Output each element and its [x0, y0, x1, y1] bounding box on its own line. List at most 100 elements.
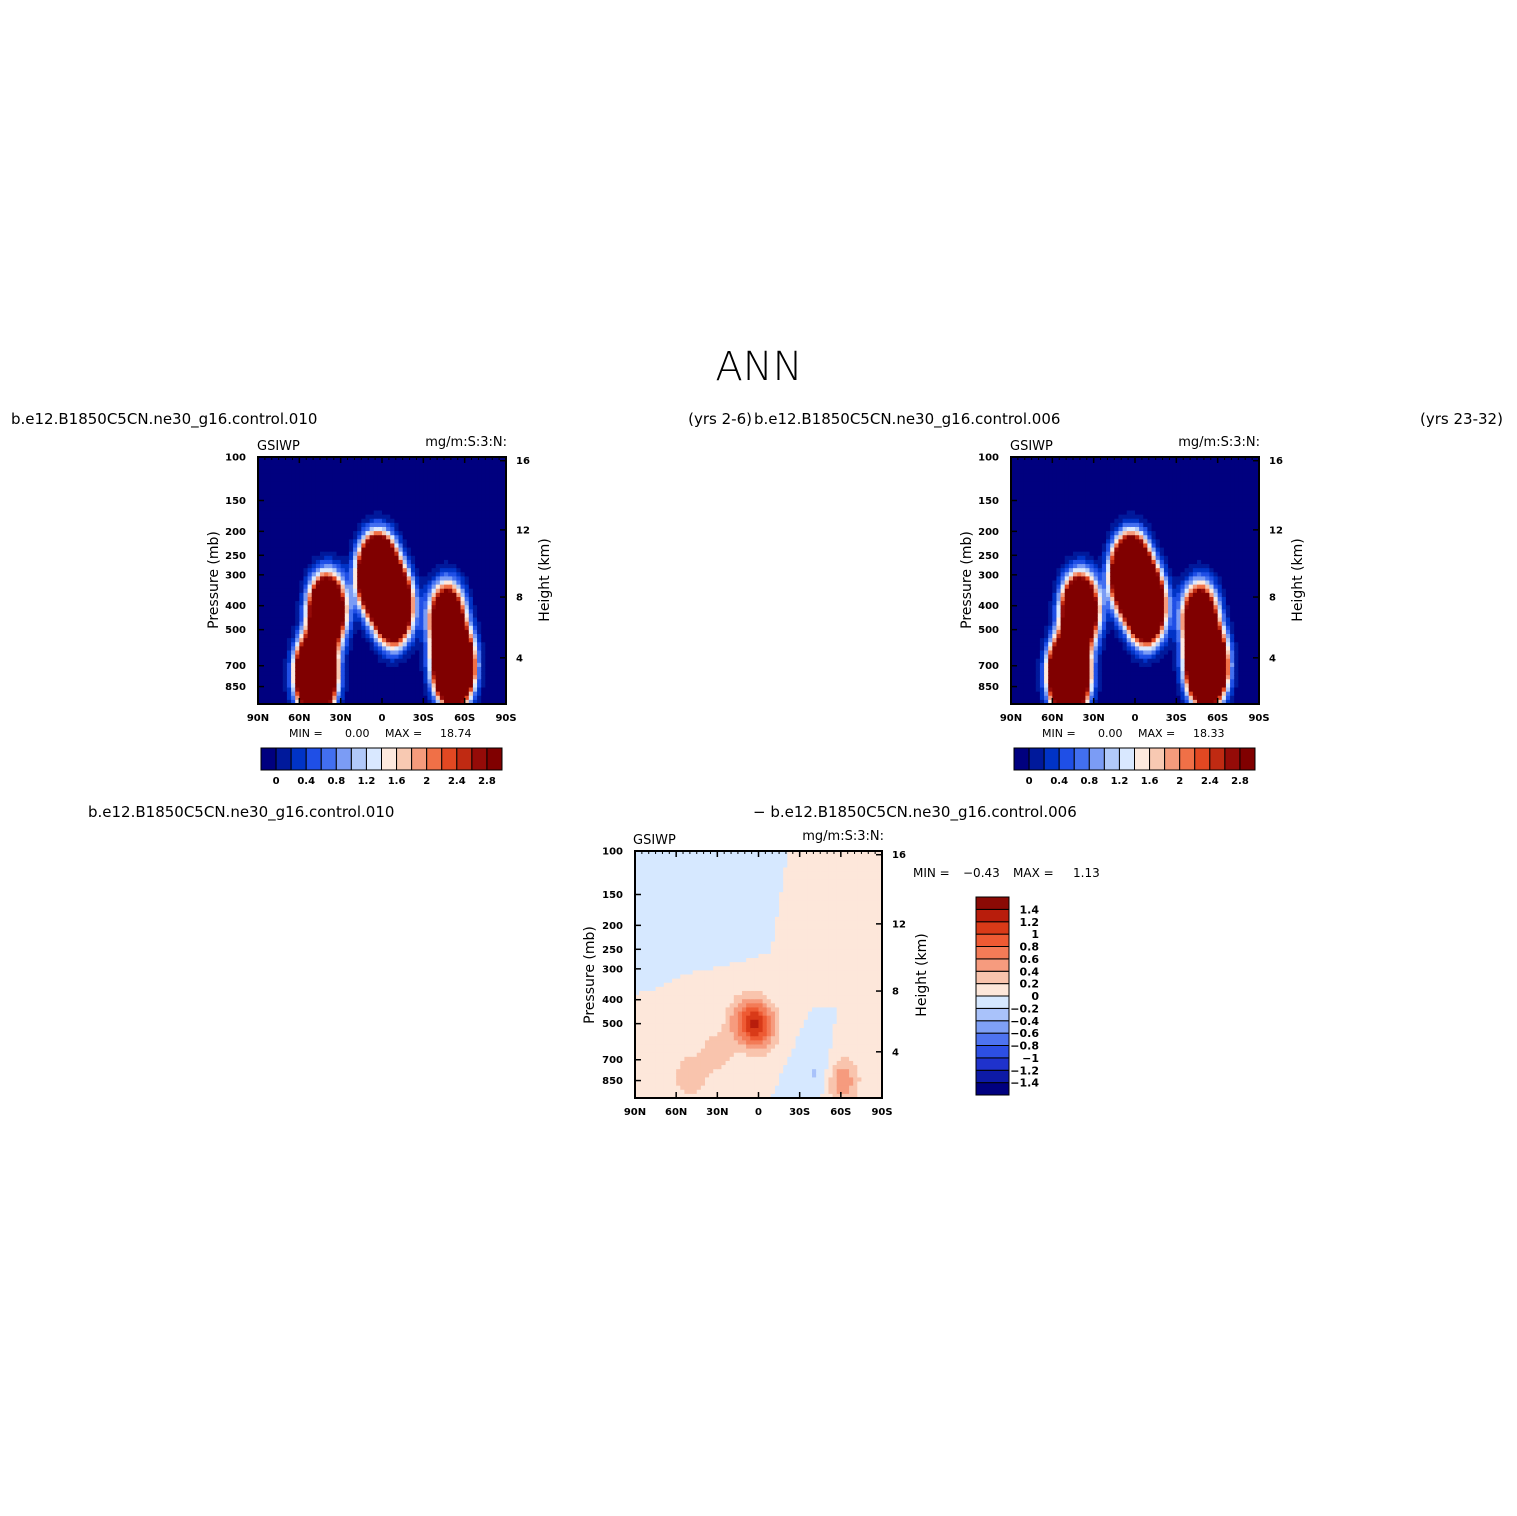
contour-cell [303, 485, 309, 491]
contour-cell [1011, 551, 1016, 557]
contour-cell [431, 477, 437, 483]
contour-cell [1073, 559, 1078, 565]
contour-cell [398, 461, 404, 466]
contour-cell [1089, 543, 1095, 549]
contour-cell [332, 498, 338, 503]
contour-cell [1052, 506, 1058, 512]
contour-cell [332, 588, 338, 594]
contour-cell [266, 514, 271, 520]
contour-cell [398, 592, 404, 598]
contour-cell [501, 555, 507, 561]
contour-cell [320, 510, 325, 516]
contour-cell [369, 666, 375, 672]
contour-cell [1064, 662, 1070, 668]
contour-cell [1077, 592, 1082, 598]
contour-cell [1060, 654, 1066, 660]
contour-cell [1068, 634, 1074, 639]
contour-cell [485, 514, 491, 520]
contour-cell [386, 498, 391, 503]
contour-cell [1056, 662, 1062, 668]
contour-cell [357, 461, 362, 466]
contour-cell [266, 572, 271, 577]
contour-cell [336, 695, 342, 701]
contour-cell [1093, 514, 1099, 520]
panel-1-max-value: 18.74 [440, 727, 472, 740]
contour-cell [282, 650, 288, 656]
contour-cell [258, 629, 263, 635]
contour-cell [452, 687, 457, 693]
contour-cell [278, 625, 284, 631]
contour-cell [481, 555, 486, 561]
contour-cell [291, 650, 296, 656]
contour-cell [1081, 547, 1086, 553]
contour-cell [266, 576, 271, 582]
contour-cell [274, 629, 280, 635]
contour-cell [357, 457, 362, 462]
contour-cell [1011, 642, 1016, 647]
contour-cell [444, 605, 449, 610]
contour-cell [353, 646, 358, 652]
contour-cell [501, 687, 507, 693]
contour-cell [324, 526, 329, 532]
contour-cell [489, 498, 495, 503]
contour-cell [324, 671, 329, 676]
contour-cell [390, 699, 395, 705]
contour-cell [353, 494, 358, 499]
contour-cell [299, 518, 305, 524]
contour-cell [406, 564, 412, 569]
contour-cell [303, 489, 309, 495]
contour-cell [468, 461, 474, 466]
contour-cell [348, 625, 354, 631]
contour-cell [452, 498, 457, 503]
contour-cell [262, 502, 267, 507]
contour-cell [1035, 666, 1041, 672]
contour-cell [266, 518, 271, 524]
contour-cell [303, 617, 309, 623]
contour-cell [468, 576, 474, 582]
contour-cell [274, 465, 280, 470]
contour-cell [460, 514, 466, 520]
contour-cell [497, 695, 503, 701]
contour-cell [315, 634, 321, 639]
contour-cell [328, 485, 333, 491]
contour-cell [361, 465, 367, 470]
contour-cell [439, 646, 445, 652]
contour-cell [477, 498, 482, 503]
contour-cell [361, 518, 367, 524]
contour-cell [1085, 675, 1091, 680]
contour-cell [1023, 477, 1029, 483]
contour-cell [1023, 584, 1029, 590]
contour-cell [427, 580, 433, 586]
contour-cell [386, 510, 391, 516]
panel-1-title-left: b.e12.B1850C5CN.ne30_g16.control.010 [11, 410, 317, 429]
contour-cell [353, 596, 358, 602]
contour-cell [311, 666, 317, 672]
contour-cell [439, 564, 445, 569]
contour-cell [468, 613, 474, 619]
contour-cell [477, 654, 482, 660]
contour-cell [1085, 629, 1091, 635]
contour-cell [320, 514, 325, 520]
contour-cell [270, 617, 276, 623]
contour-cell [357, 658, 362, 664]
contour-cell [365, 502, 371, 507]
contour-cell [497, 613, 503, 619]
contour-cell [303, 683, 309, 689]
contour-cell [361, 662, 367, 668]
contour-cell [315, 531, 321, 536]
contour-cell [295, 514, 300, 520]
contour-cell [344, 518, 350, 524]
contour-cell [468, 695, 474, 701]
contour-cell [324, 634, 329, 639]
contour-cell [373, 564, 379, 569]
contour-cell [320, 555, 325, 561]
contour-cell [1068, 564, 1074, 569]
contour-cell [435, 613, 441, 619]
contour-cell [357, 596, 362, 602]
contour-cell [1077, 465, 1082, 470]
contour-cell [472, 518, 478, 524]
contour-cell [460, 498, 466, 503]
contour-cell [489, 629, 495, 635]
contour-cell [270, 555, 276, 561]
contour-cell [320, 584, 325, 590]
